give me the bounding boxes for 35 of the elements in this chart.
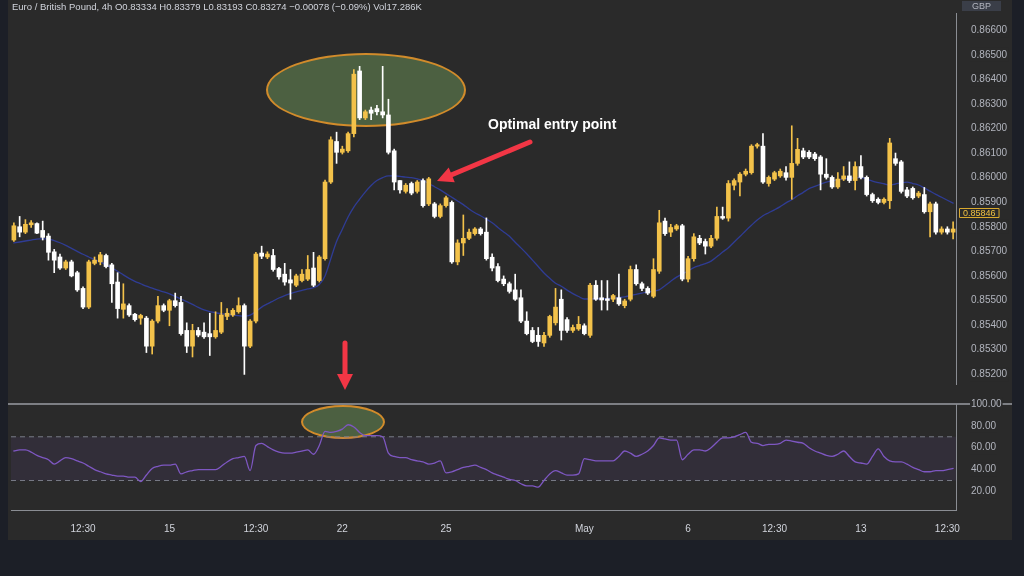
y-tick-label: 0.86100 (971, 146, 1008, 158)
x-tick-label: 12:30 (70, 522, 96, 534)
y-tick-label: 0.86000 (971, 171, 1008, 183)
x-tick-label: 13 (855, 522, 867, 534)
y-tick-label: 0.85700 (971, 245, 1008, 257)
y-tick-label: 20.00 (971, 485, 997, 497)
annotation: Optimal entry point (488, 115, 617, 132)
x-tick-label: 6 (685, 522, 692, 534)
x-tick-label: 15 (163, 522, 176, 534)
text: 0.85846 (963, 207, 996, 218)
y-tick-label: 80.00 (971, 419, 997, 431)
y-tick-label: 0.86300 (971, 97, 1008, 109)
chart-title: Euro / British Pound, 4h O0.83334 H0.83379 L0.83193 C0.83274 −0.00078 (−0.09%) Vol17.286K (12, 1, 422, 12)
y-tick-label: 0.85300 (971, 343, 1008, 355)
x-tick-label: 12:30 (243, 522, 269, 534)
y-axis-title: GBP (962, 1, 1002, 11)
y-tick-label: 0.85600 (971, 269, 1008, 281)
x-tick-label: 22 (336, 522, 349, 534)
y-tick-label: 60.00 (971, 441, 997, 453)
x-tick-label: 12:30 (761, 522, 788, 534)
x-tick-label: 25 (440, 522, 453, 534)
x-tick-label: 12:30 (934, 522, 961, 534)
y-tick-label: 0.85400 (971, 318, 1008, 330)
y-tick-label: 0.85800 (971, 220, 1008, 232)
x-tick-label: May (574, 522, 594, 534)
y-tick-label: 0.86500 (971, 48, 1008, 60)
y-tick-label: 0.85900 (971, 195, 1008, 207)
y-tick-label: 0.86400 (971, 73, 1008, 85)
y-tick-label: 100.00 (971, 397, 1003, 409)
y-tick-label: 0.85200 (971, 367, 1008, 379)
line-series (13, 424, 954, 488)
y-tick-label: 40.00 (971, 463, 997, 475)
y-tick-label: 0.86200 (971, 122, 1008, 134)
y-tick-label: 0.86600 (971, 23, 1008, 35)
y-tick-label: 0.85500 (971, 294, 1008, 306)
